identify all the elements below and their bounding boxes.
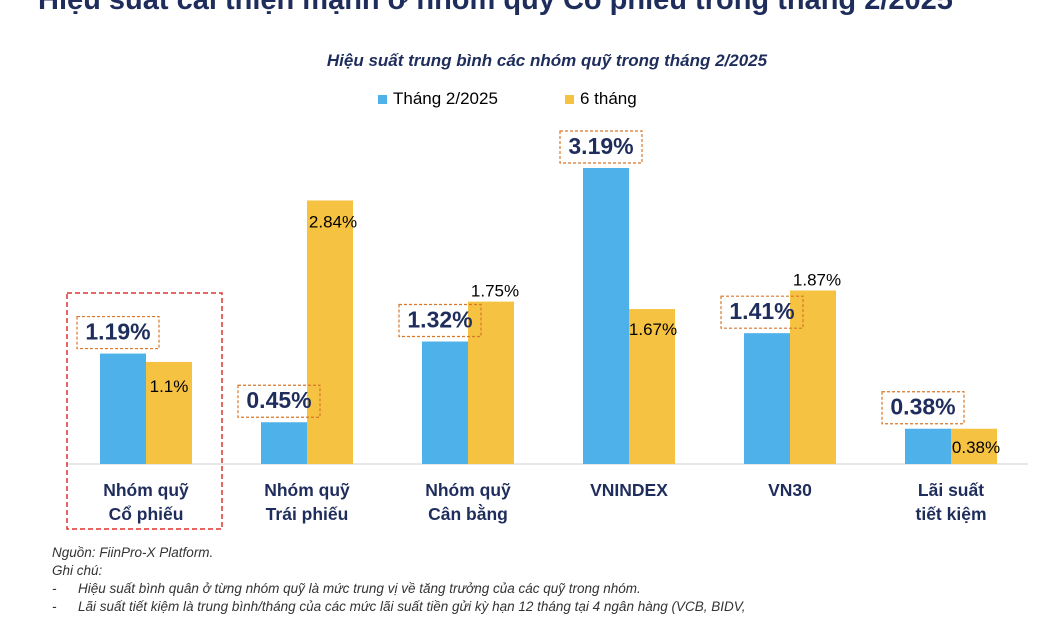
data-label-thang-2-2025: 0.45% bbox=[246, 387, 311, 413]
bar-thang-2-2025 bbox=[422, 341, 468, 464]
bar-6-thang bbox=[629, 309, 675, 464]
data-label-thang-2-2025: 1.32% bbox=[407, 307, 472, 333]
data-label-thang-2-2025: 1.19% bbox=[85, 319, 150, 345]
data-label-box bbox=[398, 303, 482, 338]
bar-thang-2-2025 bbox=[261, 422, 307, 464]
legend-item-thang: Tháng 2/2025 bbox=[378, 89, 498, 109]
chart-legend: Tháng 2/2025 6 tháng bbox=[0, 89, 1050, 111]
bar-thang-2-2025 bbox=[100, 353, 146, 464]
data-label-box bbox=[76, 315, 160, 350]
legend-label-thang: Tháng 2/2025 bbox=[393, 89, 498, 108]
bar-thang-2-2025 bbox=[744, 333, 790, 464]
category-label: VN30 bbox=[768, 480, 812, 500]
data-label-thang-2-2025: 0.38% bbox=[890, 394, 955, 420]
category-label: Lãi suất bbox=[918, 480, 984, 500]
note-text: Lãi suất tiết kiệm là trung bình/tháng c… bbox=[78, 599, 746, 614]
category-label: VNINDEX bbox=[590, 480, 668, 500]
bar-6-thang bbox=[146, 361, 192, 464]
data-label-box bbox=[881, 391, 965, 425]
data-label-6-thang: 0.38% bbox=[952, 438, 1000, 457]
bar-chart: 1.19% 1.1% Nhóm quỹ Cổ phiếu 0.45% 2.84% Nhóm … bbox=[66, 130, 1028, 530]
data-label-6-thang: 2.84% bbox=[309, 212, 357, 231]
bar-6-thang bbox=[951, 428, 997, 464]
chart-notes: Nguồn: FiinPro-X Platform. Ghi chú: - Hi… bbox=[52, 544, 1032, 616]
legend-item-6-thang: 6 tháng bbox=[565, 89, 637, 109]
page-title: Hiệu suất cải thiện mạnh ở nhóm quỹ Cổ p… bbox=[38, 0, 953, 16]
note-item: - Lãi suất tiết kiệm là trung bình/tháng… bbox=[52, 599, 746, 614]
legend-label-6-thang: 6 tháng bbox=[580, 89, 637, 108]
category-label: Nhóm quỹ bbox=[425, 480, 511, 500]
note-text: Hiệu suất bình quân ở từng nhóm quỹ là m… bbox=[78, 581, 641, 596]
highlight-frame bbox=[66, 292, 223, 530]
data-label-box bbox=[720, 295, 804, 329]
bar-6-thang bbox=[790, 290, 836, 464]
legend-swatch-6-thang bbox=[565, 94, 574, 104]
notes-heading: Ghi chú: bbox=[52, 563, 103, 578]
data-label-6-thang: 1.67% bbox=[629, 320, 677, 339]
category-label: tiết kiệm bbox=[916, 504, 987, 524]
chart-title: Hiệu suất trung bình các nhóm quỹ trong … bbox=[326, 51, 768, 70]
data-label-6-thang: 1.87% bbox=[793, 270, 841, 289]
data-label-6-thang: 1.75% bbox=[471, 282, 519, 301]
category-label: Nhóm quỹ bbox=[103, 480, 189, 500]
data-label-thang-2-2025: 1.41% bbox=[729, 298, 794, 324]
bar-6-thang bbox=[468, 301, 514, 464]
data-label-box bbox=[559, 130, 643, 164]
note-item: - Hiệu suất bình quân ở từng nhóm quỹ là… bbox=[52, 581, 641, 596]
category-label: Cổ phiếu bbox=[109, 504, 184, 524]
category-label: Cân bằng bbox=[428, 503, 508, 524]
data-label-thang-2-2025: 3.19% bbox=[568, 133, 633, 159]
legend-swatch-thang bbox=[378, 94, 387, 104]
category-label: Trái phiếu bbox=[266, 504, 349, 524]
data-label-box bbox=[237, 384, 321, 418]
category-label: Nhóm quỹ bbox=[264, 480, 350, 500]
bar-thang-2-2025 bbox=[905, 428, 951, 464]
bar-6-thang bbox=[307, 200, 353, 464]
data-label-6-thang: 1.1% bbox=[150, 377, 189, 396]
source-note: Nguồn: FiinPro-X Platform. bbox=[52, 545, 214, 560]
bar-thang-2-2025 bbox=[583, 168, 629, 464]
